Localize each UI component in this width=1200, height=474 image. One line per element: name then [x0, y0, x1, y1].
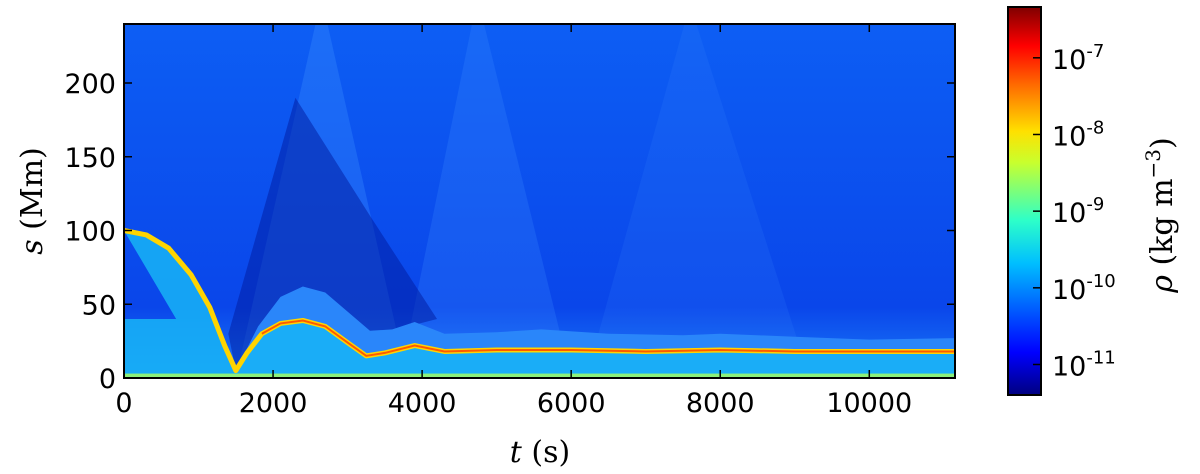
shock-front-1	[399, 24, 572, 378]
plot-frame	[123, 23, 956, 379]
y-tick-label: 100	[64, 217, 116, 248]
plot-area	[124, 24, 955, 378]
x-tick-label: 2000	[239, 388, 308, 419]
colorbar-tick-label: 10-10	[1052, 271, 1116, 306]
colorbar	[1007, 6, 1042, 396]
colorbar-tick-label: 10-9	[1052, 194, 1104, 229]
shock-front-2	[586, 24, 810, 378]
x-tick-label: 0	[115, 388, 132, 419]
x-tick-label: 8000	[686, 388, 755, 419]
x-tick-label: 4000	[388, 388, 457, 419]
footpoint-layer	[124, 373, 955, 378]
y-tick-label: 200	[64, 69, 116, 100]
y-tick-label: 150	[64, 143, 116, 174]
y-tick-label: 50	[82, 290, 116, 321]
colorbar-tick-label: 10-11	[1052, 347, 1116, 382]
y-axis-label: s (Mm)	[15, 147, 50, 255]
y-tick-label: 0	[99, 364, 116, 395]
dense-ridge-core	[261, 319, 955, 357]
x-tick-label: 6000	[537, 388, 606, 419]
lower-region	[124, 230, 955, 378]
x-tick-label: 10000	[826, 388, 912, 419]
colorbar-label: ρ (kg m−3)	[1141, 137, 1180, 293]
colorbar-tick-label: 10-7	[1052, 41, 1104, 76]
colorbar-tick-label: 10-8	[1052, 117, 1104, 152]
x-axis-label: t (s)	[510, 435, 570, 470]
